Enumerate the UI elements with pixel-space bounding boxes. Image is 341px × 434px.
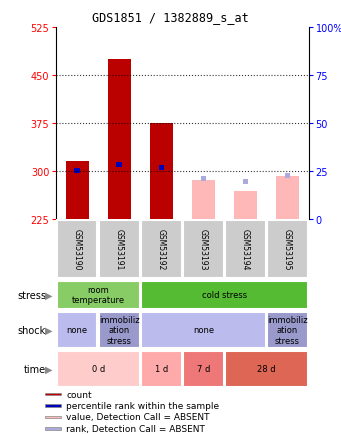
Text: GSM53190: GSM53190 bbox=[73, 229, 82, 270]
Text: none: none bbox=[67, 326, 88, 334]
Bar bbox=[243, 180, 248, 185]
Bar bbox=[201, 177, 206, 181]
Text: 7 d: 7 d bbox=[197, 365, 210, 373]
Bar bbox=[45, 393, 61, 395]
Text: value, Detection Call = ABSENT: value, Detection Call = ABSENT bbox=[66, 412, 210, 421]
Text: GSM53193: GSM53193 bbox=[199, 229, 208, 270]
Text: GSM53191: GSM53191 bbox=[115, 229, 124, 270]
Bar bbox=[276, 177, 299, 219]
Text: GSM53192: GSM53192 bbox=[157, 229, 166, 270]
Bar bbox=[141, 312, 266, 348]
Bar bbox=[66, 162, 89, 219]
Text: immobiliz
ation
stress: immobiliz ation stress bbox=[99, 315, 140, 345]
Bar bbox=[285, 173, 291, 178]
Bar bbox=[74, 169, 80, 174]
Text: shock: shock bbox=[18, 325, 46, 335]
Bar bbox=[141, 220, 182, 279]
Text: cold stress: cold stress bbox=[202, 291, 247, 299]
Text: GSM53194: GSM53194 bbox=[241, 229, 250, 270]
Text: none: none bbox=[193, 326, 214, 334]
Bar bbox=[267, 312, 308, 348]
Text: ▶: ▶ bbox=[45, 290, 53, 300]
Text: 1 d: 1 d bbox=[155, 365, 168, 373]
Bar bbox=[57, 312, 98, 348]
Text: stress: stress bbox=[17, 290, 46, 300]
Text: immobiliz
ation
stress: immobiliz ation stress bbox=[267, 315, 308, 345]
Bar bbox=[141, 281, 308, 309]
Bar bbox=[45, 427, 61, 430]
Text: percentile rank within the sample: percentile rank within the sample bbox=[66, 401, 219, 410]
Text: ▶: ▶ bbox=[45, 325, 53, 335]
Bar bbox=[183, 351, 224, 387]
Bar bbox=[225, 220, 266, 279]
Text: GSM53195: GSM53195 bbox=[283, 229, 292, 270]
Bar bbox=[45, 404, 61, 407]
Bar bbox=[57, 220, 98, 279]
Text: GDS1851 / 1382889_s_at: GDS1851 / 1382889_s_at bbox=[92, 11, 249, 24]
Text: room
temperature: room temperature bbox=[72, 286, 125, 305]
Bar bbox=[99, 312, 139, 348]
Bar bbox=[267, 220, 308, 279]
Bar bbox=[234, 192, 257, 219]
Bar bbox=[150, 124, 173, 219]
Bar bbox=[57, 351, 139, 387]
Text: time: time bbox=[24, 364, 46, 374]
Text: 28 d: 28 d bbox=[257, 365, 276, 373]
Bar bbox=[183, 220, 224, 279]
Bar bbox=[192, 181, 215, 219]
Bar bbox=[57, 281, 139, 309]
Bar bbox=[45, 415, 61, 418]
Text: rank, Detection Call = ABSENT: rank, Detection Call = ABSENT bbox=[66, 424, 205, 433]
Text: 0 d: 0 d bbox=[92, 365, 105, 373]
Bar bbox=[225, 351, 308, 387]
Bar bbox=[117, 162, 122, 168]
Text: ▶: ▶ bbox=[45, 364, 53, 374]
Bar bbox=[141, 351, 182, 387]
Bar bbox=[159, 166, 164, 171]
Bar bbox=[108, 60, 131, 219]
Text: count: count bbox=[66, 390, 92, 398]
Bar bbox=[99, 220, 139, 279]
